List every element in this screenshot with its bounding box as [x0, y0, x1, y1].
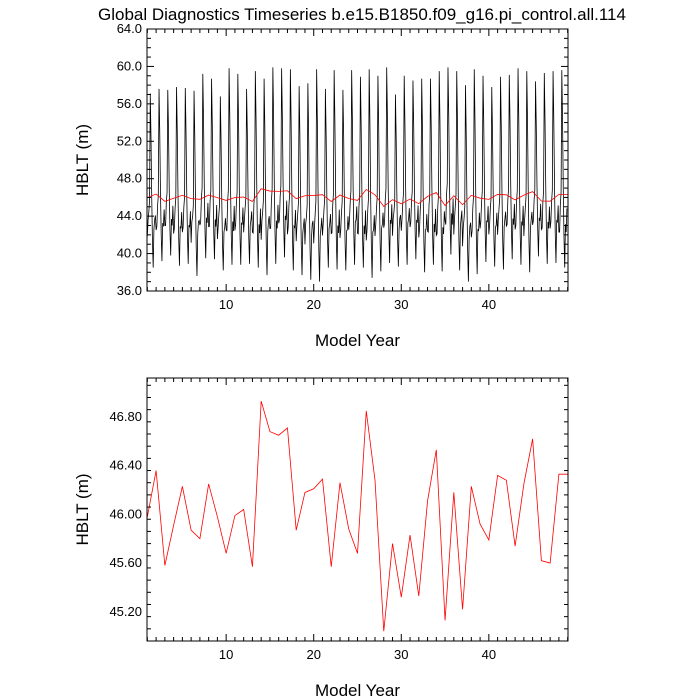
x-axis-label: Model Year	[315, 331, 400, 350]
y-axis-label: HBLT (m)	[73, 124, 92, 196]
x-axis-label: Model Year	[315, 681, 400, 700]
figure-title: Global Diagnostics Timeseries b.e15.B185…	[98, 5, 626, 24]
y-tick-label: 36.0	[117, 283, 142, 298]
plot-frame	[146, 377, 569, 642]
x-tick-label: 30	[394, 647, 408, 662]
y-axis-label: HBLT (m)	[73, 473, 92, 545]
y-tick-label: 64.0	[117, 21, 142, 36]
top-chart: 10 20 30 40 36.0 40.0 44.0 48.0 52.0 56.0 60.0 64.0…	[73, 21, 569, 350]
y-tick-label: 56.0	[117, 96, 142, 111]
y-tick-label: 45.20	[109, 604, 142, 619]
y-tick-label: 60.0	[117, 58, 142, 73]
x-tick-label: 40	[482, 297, 496, 312]
x-tick-label: 10	[219, 297, 233, 312]
y-tick-label: 45.60	[109, 555, 142, 570]
series-line-1	[147, 188, 568, 207]
y-tick-label: 52.0	[117, 133, 142, 148]
plot-frame	[146, 28, 569, 292]
series-line-0	[147, 67, 568, 282]
x-tick-label: 40	[482, 647, 496, 662]
x-tick-label: 20	[306, 297, 320, 312]
y-tick-label: 46.80	[109, 409, 142, 424]
x-tick-label: 10	[219, 647, 233, 662]
y-tick-label: 44.0	[117, 208, 142, 223]
x-tick-label: 20	[306, 647, 320, 662]
bottom-chart: 10 20 30 40 45.20 45.60 46.00 46.40 46.80 Model Y…	[73, 377, 569, 700]
y-tick-label: 46.40	[109, 458, 142, 473]
x-tick-label: 30	[394, 297, 408, 312]
y-tick-label: 48.0	[117, 171, 142, 186]
y-tick-label: 46.00	[109, 506, 142, 521]
y-tick-label: 40.0	[117, 246, 142, 261]
series-line-0	[147, 401, 568, 632]
